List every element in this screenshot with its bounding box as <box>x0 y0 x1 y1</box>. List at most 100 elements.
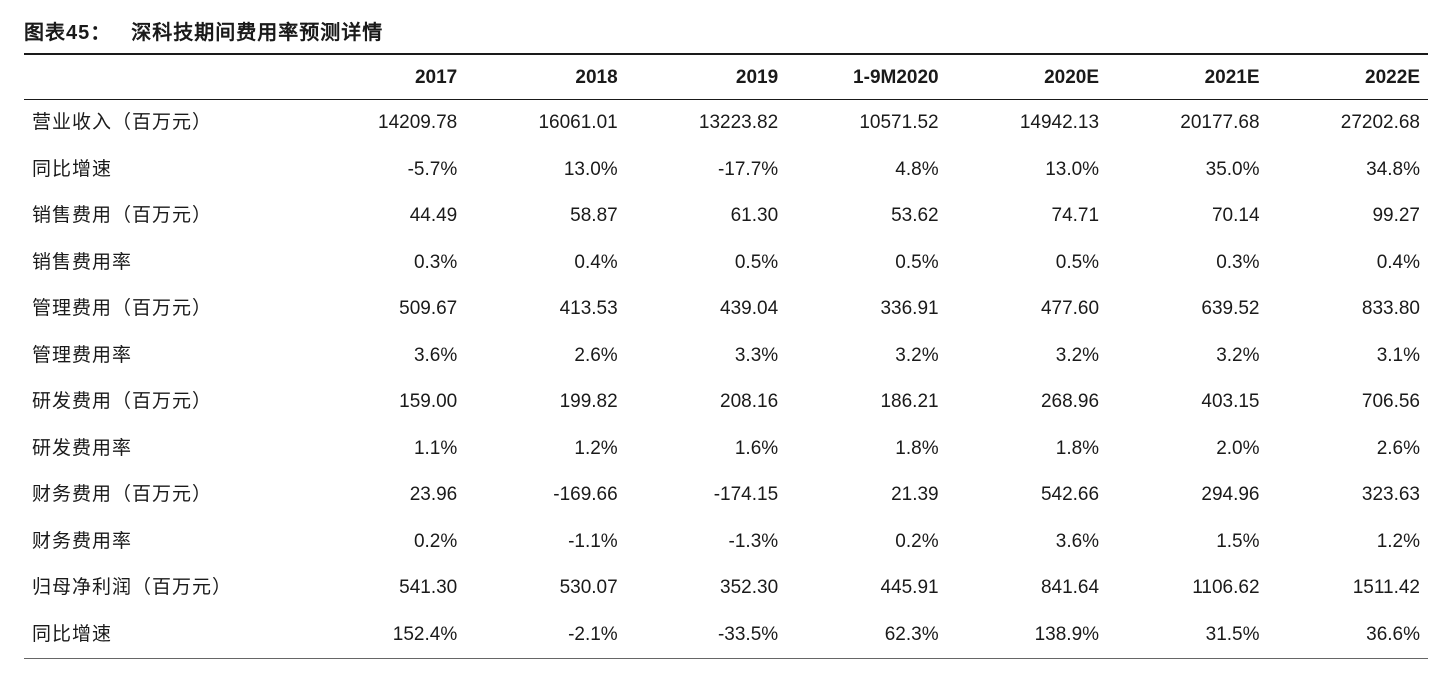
cell-value: 833.80 <box>1268 286 1428 333</box>
table-row: 归母净利润（百万元）541.30530.07352.30445.91841.64… <box>24 565 1428 612</box>
cell-value: 31.5% <box>1107 612 1267 659</box>
cell-value: 21.39 <box>786 472 946 519</box>
row-label: 管理费用（百万元） <box>24 286 305 333</box>
cell-value: 138.9% <box>947 612 1107 659</box>
row-label: 研发费用（百万元） <box>24 379 305 426</box>
cell-value: 13223.82 <box>626 100 786 147</box>
cell-value: 530.07 <box>465 565 625 612</box>
cell-value: 1.6% <box>626 426 786 473</box>
table-header-row: 2017 2018 2019 1-9M2020 2020E 2021E 2022… <box>24 55 1428 100</box>
cell-value: 199.82 <box>465 379 625 426</box>
cell-value: 3.2% <box>786 333 946 380</box>
cell-value: 2.6% <box>465 333 625 380</box>
row-label: 销售费用率 <box>24 240 305 287</box>
cell-value: 10571.52 <box>786 100 946 147</box>
cell-value: -33.5% <box>626 612 786 659</box>
cell-value: 1.2% <box>1268 519 1428 566</box>
chart-number: 图表45： <box>24 22 111 44</box>
cell-value: 159.00 <box>305 379 465 426</box>
cell-value: -5.7% <box>305 147 465 194</box>
cell-value: 3.1% <box>1268 333 1428 380</box>
cell-value: 0.5% <box>786 240 946 287</box>
header-2017: 2017 <box>305 55 465 100</box>
cell-value: 0.2% <box>305 519 465 566</box>
cell-value: 336.91 <box>786 286 946 333</box>
table-row: 同比增速152.4%-2.1%-33.5%62.3%138.9%31.5%36.… <box>24 612 1428 659</box>
row-label: 归母净利润（百万元） <box>24 565 305 612</box>
cell-value: 1.8% <box>786 426 946 473</box>
cell-value: 294.96 <box>1107 472 1267 519</box>
cell-value: 34.8% <box>1268 147 1428 194</box>
chart-title: 图表45： 深科技期间费用率预测详情 <box>24 16 1428 55</box>
row-label: 研发费用率 <box>24 426 305 473</box>
cell-value: 1511.42 <box>1268 565 1428 612</box>
cell-value: 0.2% <box>786 519 946 566</box>
cell-value: 439.04 <box>626 286 786 333</box>
header-2022e: 2022E <box>1268 55 1428 100</box>
row-label: 财务费用（百万元） <box>24 472 305 519</box>
header-2021e: 2021E <box>1107 55 1267 100</box>
cell-value: 3.6% <box>305 333 465 380</box>
cell-value: 13.0% <box>947 147 1107 194</box>
cell-value: 477.60 <box>947 286 1107 333</box>
cell-value: 62.3% <box>786 612 946 659</box>
cell-value: 841.64 <box>947 565 1107 612</box>
cell-value: 53.62 <box>786 193 946 240</box>
cell-value: -2.1% <box>465 612 625 659</box>
cell-value: 1.1% <box>305 426 465 473</box>
cell-value: 13.0% <box>465 147 625 194</box>
cell-value: 0.5% <box>947 240 1107 287</box>
table-row: 销售费用率0.3%0.4%0.5%0.5%0.5%0.3%0.4% <box>24 240 1428 287</box>
cell-value: 58.87 <box>465 193 625 240</box>
cell-value: 4.8% <box>786 147 946 194</box>
cell-value: 0.5% <box>626 240 786 287</box>
header-1-9m2020: 1-9M2020 <box>786 55 946 100</box>
cell-value: 0.3% <box>1107 240 1267 287</box>
cell-value: 27202.68 <box>1268 100 1428 147</box>
table-row: 研发费用（百万元）159.00199.82208.16186.21268.964… <box>24 379 1428 426</box>
cell-value: -174.15 <box>626 472 786 519</box>
header-2020e: 2020E <box>947 55 1107 100</box>
cell-value: 44.49 <box>305 193 465 240</box>
cell-value: 403.15 <box>1107 379 1267 426</box>
cell-value: 542.66 <box>947 472 1107 519</box>
cell-value: 1.5% <box>1107 519 1267 566</box>
cell-value: 3.2% <box>1107 333 1267 380</box>
cell-value: 152.4% <box>305 612 465 659</box>
cell-value: 70.14 <box>1107 193 1267 240</box>
cell-value: -169.66 <box>465 472 625 519</box>
table-row: 管理费用率3.6%2.6%3.3%3.2%3.2%3.2%3.1% <box>24 333 1428 380</box>
cell-value: 74.71 <box>947 193 1107 240</box>
cell-value: 3.6% <box>947 519 1107 566</box>
table-row: 财务费用率0.2%-1.1%-1.3%0.2%3.6%1.5%1.2% <box>24 519 1428 566</box>
table-row: 销售费用（百万元）44.4958.8761.3053.6274.7170.149… <box>24 193 1428 240</box>
chart-title-text: 深科技期间费用率预测详情 <box>131 22 383 44</box>
cell-value: 706.56 <box>1268 379 1428 426</box>
financial-table: 2017 2018 2019 1-9M2020 2020E 2021E 2022… <box>24 55 1428 659</box>
cell-value: 35.0% <box>1107 147 1267 194</box>
cell-value: 1.8% <box>947 426 1107 473</box>
table-row: 管理费用（百万元）509.67413.53439.04336.91477.606… <box>24 286 1428 333</box>
cell-value: 0.3% <box>305 240 465 287</box>
cell-value: 413.53 <box>465 286 625 333</box>
row-label: 同比增速 <box>24 147 305 194</box>
cell-value: -1.1% <box>465 519 625 566</box>
row-label: 营业收入（百万元） <box>24 100 305 147</box>
table-body: 营业收入（百万元）14209.7816061.0113223.8210571.5… <box>24 100 1428 659</box>
cell-value: -17.7% <box>626 147 786 194</box>
row-label: 财务费用率 <box>24 519 305 566</box>
cell-value: 1106.62 <box>1107 565 1267 612</box>
cell-value: -1.3% <box>626 519 786 566</box>
cell-value: 61.30 <box>626 193 786 240</box>
cell-value: 509.67 <box>305 286 465 333</box>
cell-value: 23.96 <box>305 472 465 519</box>
header-metric <box>24 55 305 100</box>
table-row: 营业收入（百万元）14209.7816061.0113223.8210571.5… <box>24 100 1428 147</box>
table-row: 研发费用率1.1%1.2%1.6%1.8%1.8%2.0%2.6% <box>24 426 1428 473</box>
row-label: 同比增速 <box>24 612 305 659</box>
cell-value: 445.91 <box>786 565 946 612</box>
cell-value: 541.30 <box>305 565 465 612</box>
cell-value: 1.2% <box>465 426 625 473</box>
row-label: 管理费用率 <box>24 333 305 380</box>
cell-value: 14942.13 <box>947 100 1107 147</box>
